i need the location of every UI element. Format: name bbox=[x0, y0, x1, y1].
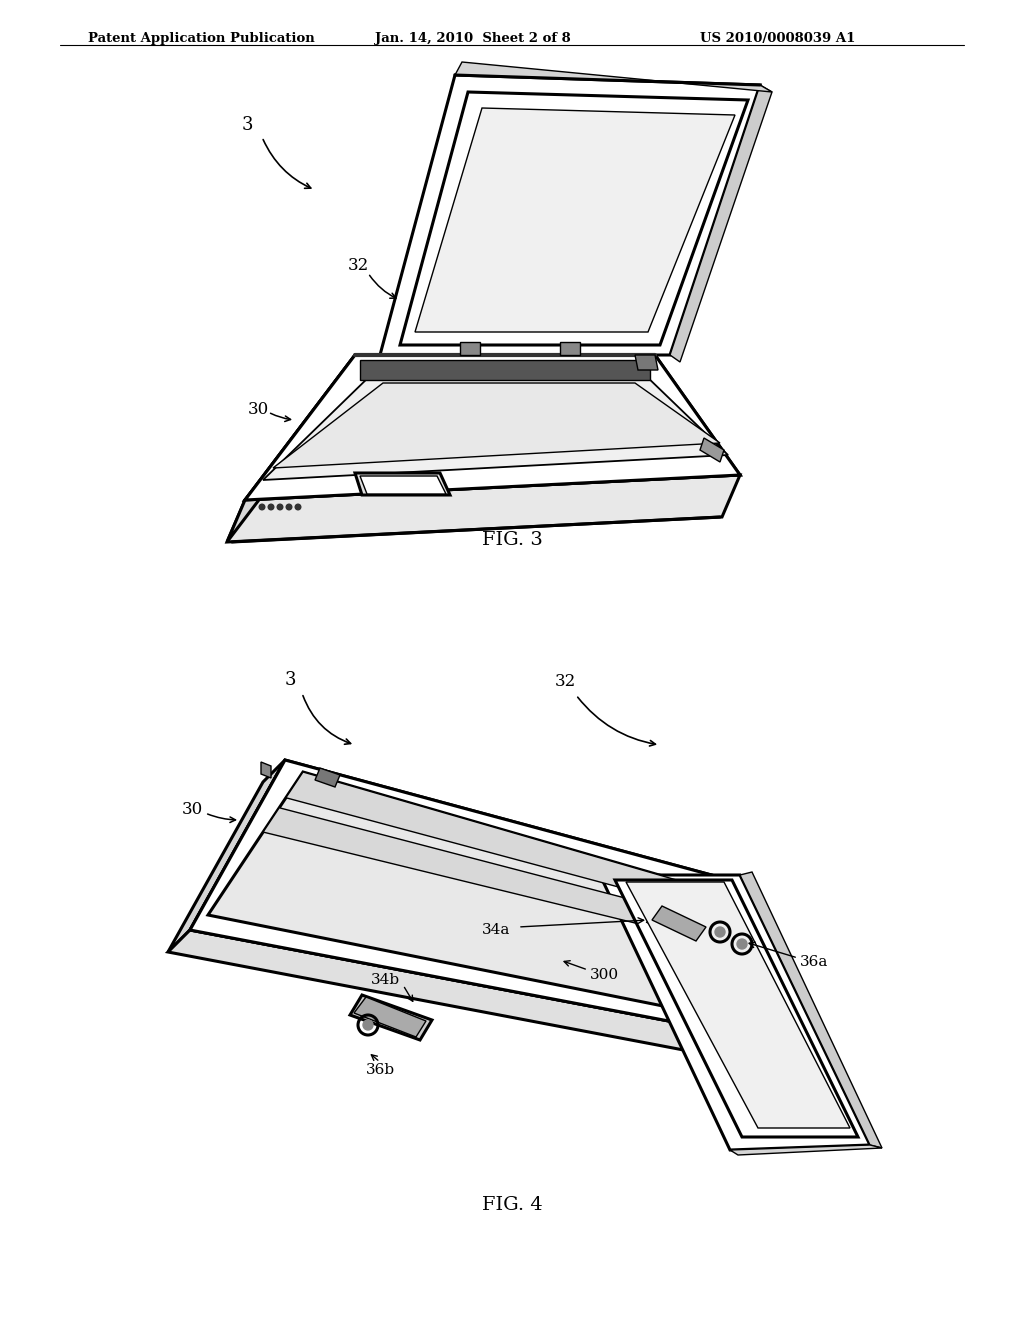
Text: Jan. 14, 2010  Sheet 2 of 8: Jan. 14, 2010 Sheet 2 of 8 bbox=[375, 32, 570, 45]
Polygon shape bbox=[740, 873, 882, 1148]
Circle shape bbox=[715, 927, 725, 937]
Text: FIG. 3: FIG. 3 bbox=[481, 531, 543, 549]
Polygon shape bbox=[315, 768, 340, 787]
Polygon shape bbox=[380, 75, 760, 355]
Polygon shape bbox=[190, 760, 795, 1045]
Polygon shape bbox=[700, 438, 724, 462]
Circle shape bbox=[268, 504, 273, 510]
Text: 36a: 36a bbox=[800, 954, 828, 969]
Circle shape bbox=[278, 504, 283, 510]
Polygon shape bbox=[600, 875, 870, 1150]
Text: 32: 32 bbox=[347, 256, 369, 273]
Polygon shape bbox=[670, 84, 772, 362]
Polygon shape bbox=[400, 92, 748, 345]
Polygon shape bbox=[261, 762, 271, 777]
Polygon shape bbox=[168, 931, 795, 1067]
Polygon shape bbox=[168, 760, 285, 952]
Polygon shape bbox=[615, 880, 858, 1137]
Polygon shape bbox=[626, 882, 850, 1129]
Polygon shape bbox=[730, 1144, 882, 1155]
Polygon shape bbox=[355, 473, 450, 495]
Text: 36b: 36b bbox=[366, 1063, 394, 1077]
Polygon shape bbox=[286, 772, 730, 917]
Polygon shape bbox=[652, 906, 706, 941]
Polygon shape bbox=[560, 342, 580, 355]
Polygon shape bbox=[263, 808, 745, 950]
Polygon shape bbox=[354, 997, 426, 1038]
Text: FIG. 4: FIG. 4 bbox=[481, 1196, 543, 1214]
Polygon shape bbox=[350, 995, 432, 1040]
Circle shape bbox=[737, 939, 746, 949]
Text: 34a: 34a bbox=[481, 923, 510, 937]
Polygon shape bbox=[227, 475, 740, 543]
Polygon shape bbox=[635, 355, 658, 370]
Polygon shape bbox=[190, 760, 795, 1045]
Polygon shape bbox=[245, 355, 740, 500]
Polygon shape bbox=[455, 62, 772, 92]
Circle shape bbox=[295, 504, 301, 510]
Polygon shape bbox=[360, 360, 650, 380]
Text: Patent Application Publication: Patent Application Publication bbox=[88, 32, 314, 45]
Polygon shape bbox=[208, 772, 783, 1030]
Text: 34b: 34b bbox=[371, 973, 400, 987]
Text: 3: 3 bbox=[285, 671, 296, 689]
Polygon shape bbox=[245, 355, 740, 500]
Circle shape bbox=[259, 504, 265, 510]
Circle shape bbox=[286, 504, 292, 510]
Polygon shape bbox=[360, 477, 446, 494]
Text: 300: 300 bbox=[590, 968, 620, 982]
Circle shape bbox=[362, 1020, 373, 1030]
Polygon shape bbox=[227, 355, 355, 543]
Text: US 2010/0008039 A1: US 2010/0008039 A1 bbox=[700, 32, 855, 45]
Text: 30: 30 bbox=[181, 801, 203, 818]
Text: 30: 30 bbox=[248, 401, 268, 418]
Polygon shape bbox=[415, 108, 735, 333]
Polygon shape bbox=[263, 374, 728, 480]
Polygon shape bbox=[460, 342, 480, 355]
Text: 3: 3 bbox=[242, 116, 253, 135]
Text: 32: 32 bbox=[554, 673, 575, 690]
Polygon shape bbox=[273, 383, 720, 469]
Polygon shape bbox=[648, 906, 712, 945]
